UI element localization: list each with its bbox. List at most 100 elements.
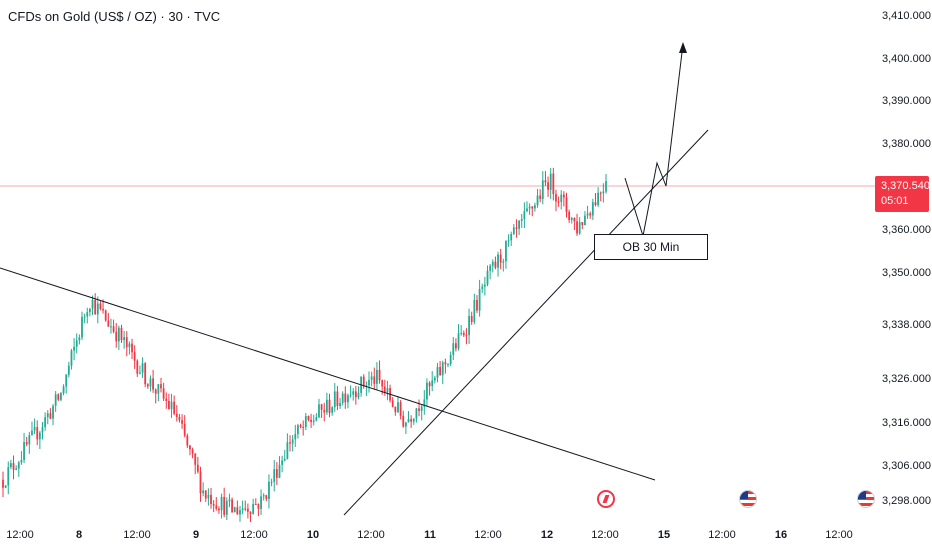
- candle-body: [297, 425, 299, 435]
- candle-body: [341, 393, 344, 404]
- candle-body: [170, 401, 173, 410]
- time-tick: 10: [306, 529, 320, 541]
- candle-body: [9, 463, 12, 468]
- candle-body: [441, 362, 444, 376]
- candle-body: [557, 201, 560, 203]
- candle-body: [325, 399, 328, 413]
- candle-body: [4, 485, 7, 488]
- candle-body: [412, 418, 415, 422]
- candle-body: [531, 206, 534, 209]
- candle-body: [91, 299, 94, 309]
- candle-body: [249, 511, 252, 514]
- candle-body: [233, 507, 236, 513]
- candle-body: [246, 508, 249, 512]
- us-flag-icon[interactable]: [739, 490, 757, 508]
- candle-body: [165, 398, 168, 401]
- candle-body: [584, 215, 586, 226]
- candle-body: [96, 303, 99, 315]
- candle-body: [54, 394, 57, 406]
- candle-body: [46, 413, 49, 418]
- candle-body: [560, 194, 563, 202]
- flash-icon[interactable]: [597, 490, 615, 508]
- candle-body: [404, 422, 407, 427]
- candle-body: [486, 270, 489, 285]
- candle-body: [565, 197, 568, 212]
- candle-body: [518, 220, 521, 229]
- candle-body: [302, 426, 305, 428]
- price-tick: 3,360.000: [882, 224, 931, 236]
- candle-body: [152, 378, 154, 390]
- candle-body: [549, 173, 552, 190]
- candle-body: [94, 299, 97, 315]
- candle-body: [418, 408, 420, 411]
- candle-body: [568, 211, 571, 221]
- candle-body: [354, 391, 357, 398]
- candle-body: [162, 388, 165, 399]
- candle-body: [204, 490, 207, 499]
- candle-body: [7, 467, 10, 486]
- candle-body: [146, 384, 149, 387]
- candle-body: [202, 490, 205, 494]
- ascending-trendline[interactable]: [343, 129, 709, 516]
- candle-body: [415, 408, 418, 419]
- candle-body: [254, 504, 257, 506]
- candle-body: [318, 404, 320, 418]
- candle-body: [273, 469, 276, 482]
- candle-body: [239, 510, 241, 515]
- candle-body: [33, 427, 36, 431]
- price-tick: 3,410.000: [882, 10, 931, 22]
- candle-body: [362, 376, 365, 387]
- candle-body: [23, 441, 25, 460]
- candle-body: [57, 394, 60, 400]
- candle-body: [344, 393, 347, 403]
- candle-body: [299, 425, 302, 427]
- candle-body: [212, 504, 215, 506]
- candle-body: [278, 464, 281, 478]
- candle-body: [423, 399, 426, 407]
- candle-body: [99, 303, 102, 309]
- candle-body: [107, 320, 110, 327]
- candle-body: [578, 222, 581, 234]
- candle-body: [328, 399, 331, 413]
- candle-body: [131, 343, 133, 353]
- candle-body: [102, 308, 104, 311]
- candle-body: [541, 180, 544, 200]
- candle-body: [539, 195, 542, 200]
- ob-30-min-box[interactable]: OB 30 Min: [594, 234, 708, 260]
- candle-body: [128, 343, 131, 348]
- bar-countdown: 05:01: [881, 195, 909, 207]
- candle-body: [286, 442, 289, 459]
- candle-body: [175, 413, 178, 417]
- candle-body: [231, 499, 233, 513]
- price-axis[interactable]: 3,410.000 3,400.000 3,390.000 3,380.000 …: [862, 0, 932, 550]
- candle-body: [455, 343, 457, 349]
- projected-path[interactable]: [624, 43, 684, 237]
- candle-body: [281, 460, 284, 465]
- candle-body: [505, 240, 507, 262]
- price-tick: 3,338.000: [882, 319, 931, 331]
- last-price-badge: 3,370.540 05:01: [875, 176, 930, 212]
- projected-path-arrowhead: [679, 42, 687, 53]
- candle-body: [178, 416, 181, 421]
- candles-group: [2, 167, 607, 523]
- candle-body: [81, 316, 83, 338]
- candle-body: [349, 394, 352, 396]
- candle-body: [117, 327, 120, 342]
- candle-body: [154, 389, 157, 394]
- candle-body: [191, 449, 194, 454]
- candle-body: [397, 402, 399, 413]
- candle-body: [315, 417, 318, 421]
- candle-body: [497, 254, 499, 268]
- candle-body: [49, 413, 52, 419]
- candle-body: [331, 407, 334, 413]
- descending-trendline[interactable]: [0, 267, 656, 481]
- candle-body: [160, 384, 162, 389]
- candle-body: [294, 434, 297, 440]
- candle-body: [333, 391, 336, 408]
- candle-body: [15, 468, 18, 470]
- candle-body: [304, 416, 307, 428]
- candle-body: [426, 382, 428, 400]
- us-flag-icon[interactable]: [857, 490, 875, 508]
- time-tick: 11: [424, 529, 436, 541]
